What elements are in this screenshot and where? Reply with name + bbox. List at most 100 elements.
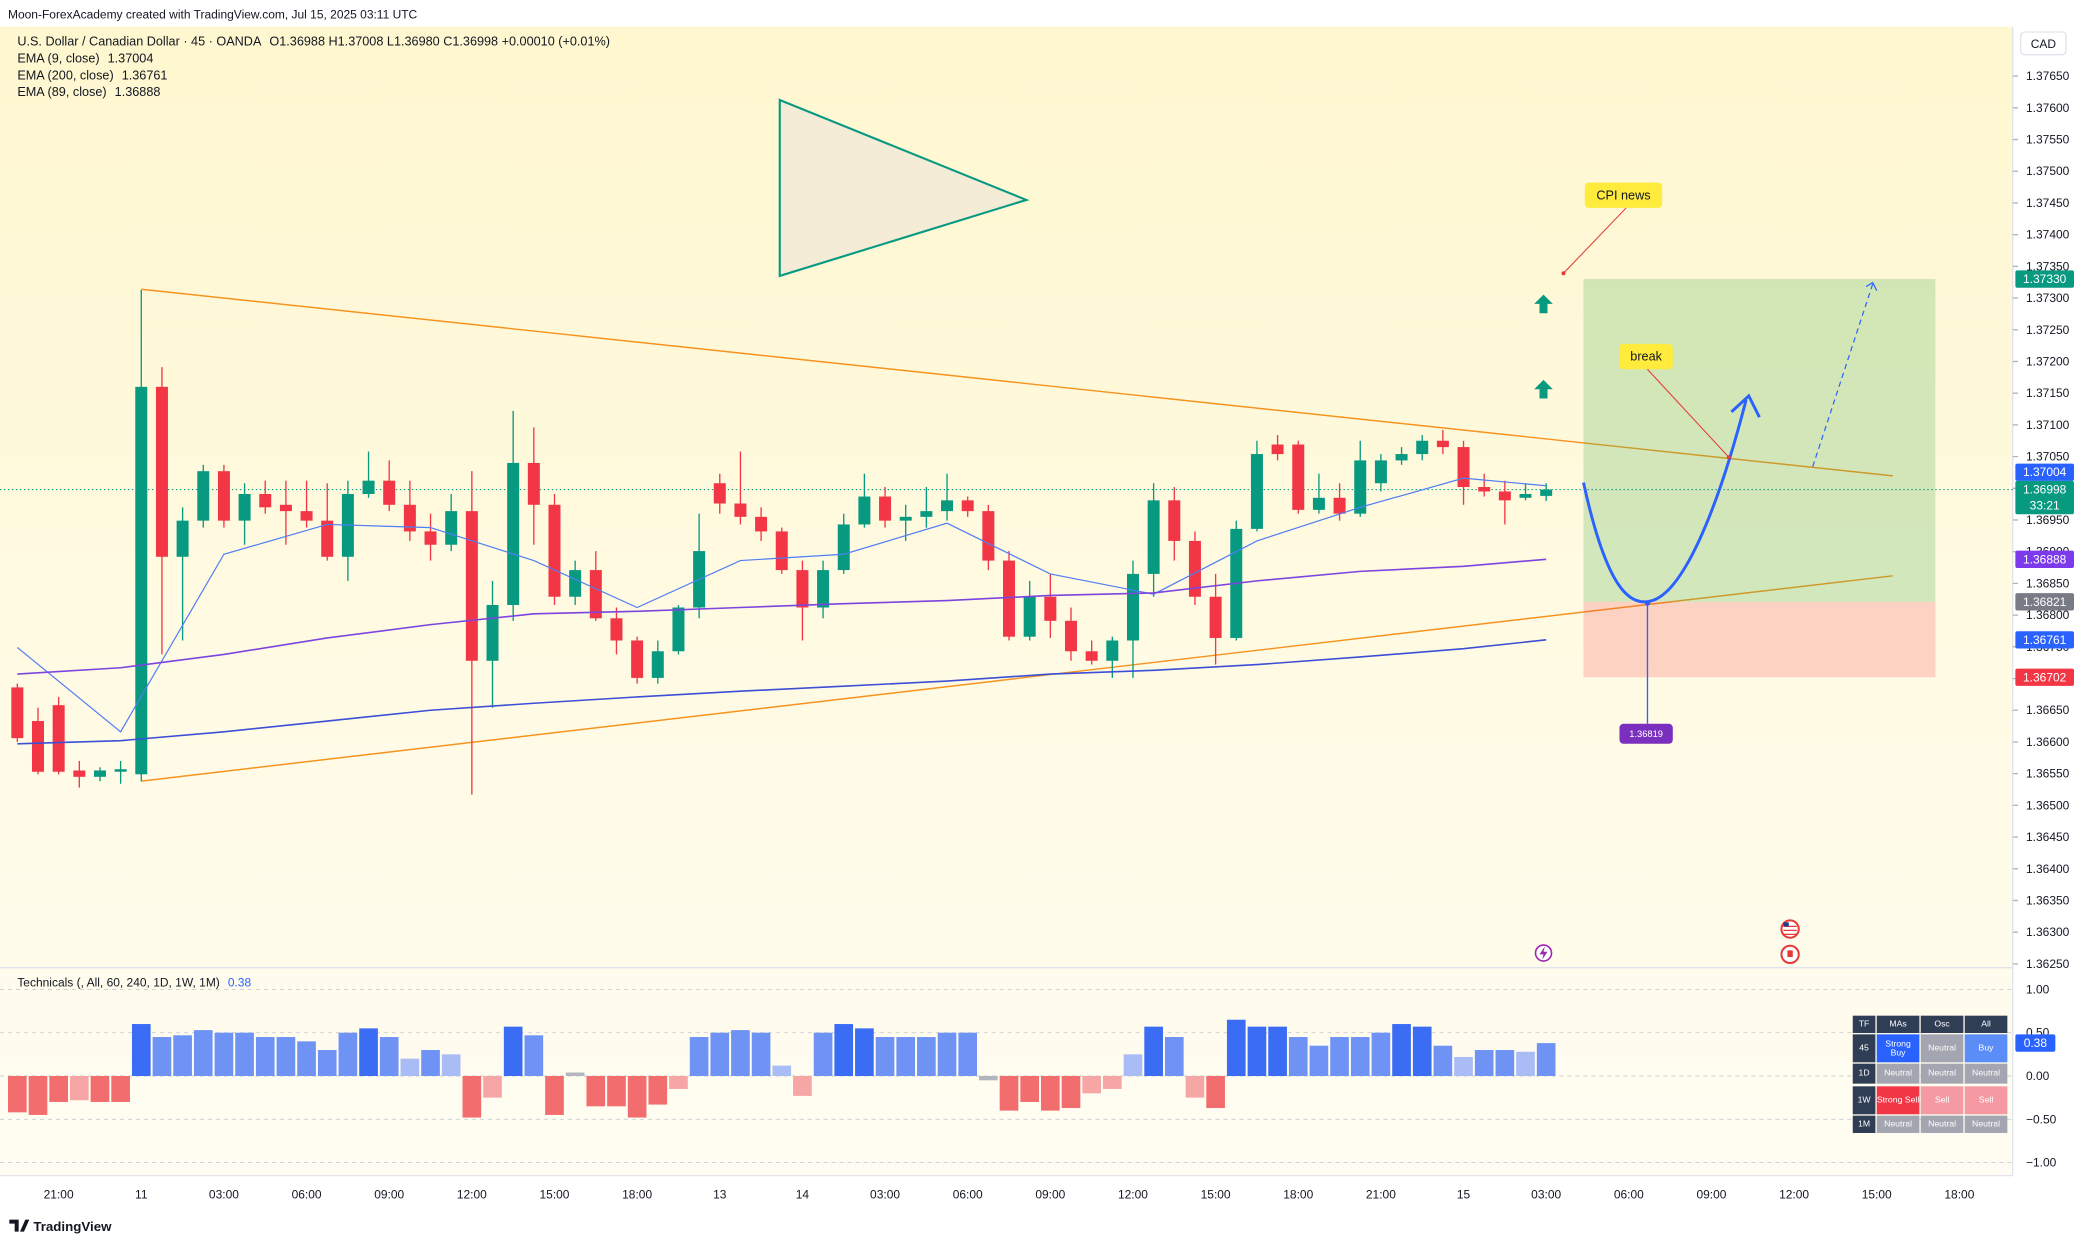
technicals-bar xyxy=(834,1024,854,1076)
y-tick-label: 1.37100 xyxy=(2026,418,2070,432)
x-tick-label: 14 xyxy=(796,1187,810,1201)
technicals-bar xyxy=(152,1037,172,1076)
y-tick-label: 1.00 xyxy=(2026,982,2050,996)
technicals-bar xyxy=(979,1075,998,1081)
technicals-bar xyxy=(1536,1043,1556,1076)
x-tick-label: 15:00 xyxy=(1862,1187,1892,1201)
technicals-bar xyxy=(999,1075,1019,1111)
candle-body xyxy=(1188,540,1201,597)
technicals-bar xyxy=(1206,1075,1225,1109)
annotation-pointer xyxy=(1645,367,1730,458)
candle-body xyxy=(486,604,499,661)
y-tick-label: 1.36350 xyxy=(2026,893,2070,907)
technicals-bar xyxy=(1288,1037,1308,1076)
price-tag xyxy=(2015,463,2075,481)
ema-line xyxy=(17,558,1547,675)
candle-body xyxy=(734,503,747,517)
price-tag-label: 1.36761 xyxy=(2023,633,2067,647)
annotation-box xyxy=(1619,343,1673,370)
candle-body xyxy=(279,504,292,512)
profit-zone xyxy=(1583,279,1936,602)
annotation-tip xyxy=(1561,271,1566,276)
currency: CAD xyxy=(2031,37,2057,51)
x-tick-label: 15:00 xyxy=(1201,1187,1231,1201)
technicals-bar xyxy=(1474,1050,1494,1076)
technicals-bar xyxy=(1102,1075,1122,1089)
x-tick-label: 06:00 xyxy=(292,1187,322,1201)
candle-body xyxy=(300,511,313,521)
table-cell: 1D xyxy=(1852,1063,1876,1084)
dashed-projection xyxy=(1812,283,1874,467)
candle-body xyxy=(589,570,602,619)
x-tick-label: 21:00 xyxy=(44,1187,74,1201)
y-tick-label: 1.37500 xyxy=(2026,164,2070,178)
drawings: 1.36819 CPI news break xyxy=(1534,182,1878,965)
candle-body xyxy=(527,462,540,505)
y-tick-label: 1.36500 xyxy=(2026,798,2070,812)
x-tick-label: 06:00 xyxy=(953,1187,983,1201)
candle-body xyxy=(1209,596,1222,638)
x-tick-label: 12:00 xyxy=(1118,1187,1148,1201)
event-icon-bolt xyxy=(1539,946,1548,960)
technicals-bar xyxy=(297,1041,316,1076)
price-tag xyxy=(2015,668,2075,686)
technicals-bar xyxy=(710,1032,730,1076)
technicals-bar xyxy=(731,1030,750,1076)
candle-body xyxy=(259,494,272,508)
marker-dot xyxy=(1644,600,1651,606)
technicals-bar xyxy=(1123,1054,1143,1076)
candle-body xyxy=(11,687,24,739)
y-tick-label: 1.37150 xyxy=(2026,386,2070,400)
price-tag-label: 1.36821 xyxy=(2023,595,2067,609)
candle-body xyxy=(31,721,44,772)
candle-body xyxy=(1126,573,1139,641)
technicals-bar xyxy=(1020,1075,1040,1102)
technicals-bar xyxy=(276,1037,296,1076)
candle-body xyxy=(879,496,892,521)
candle-body xyxy=(713,483,726,504)
technicals-bar xyxy=(751,1032,771,1076)
technicals-bar xyxy=(1226,1019,1246,1076)
table-cell: Neutral xyxy=(1964,1063,2008,1084)
technicals-bar xyxy=(7,1075,27,1113)
x-tick-label: 09:00 xyxy=(1035,1187,1065,1201)
price-tag-label: 1.37330 xyxy=(2023,272,2067,286)
table-cell: Sell xyxy=(1964,1086,2008,1115)
technicals-bar xyxy=(565,1072,585,1076)
table-cell: Strong Sell xyxy=(1876,1086,1920,1115)
x-tick-label: 13 xyxy=(713,1187,727,1201)
candle-body xyxy=(465,511,478,661)
technicals-bar xyxy=(1330,1037,1349,1076)
candle-body xyxy=(651,651,664,678)
technicals-bar xyxy=(28,1075,48,1115)
indicator-value: 1.36888 xyxy=(115,85,161,99)
candle-body xyxy=(52,705,65,772)
candle-body xyxy=(1271,444,1284,455)
technicals-bar xyxy=(462,1075,482,1118)
y-tick-label: 1.36300 xyxy=(2026,925,2070,939)
technicals-bar xyxy=(813,1032,833,1076)
x-tick-label: 18:00 xyxy=(1944,1187,1974,1201)
candle-body xyxy=(93,770,106,777)
technicals-bar xyxy=(669,1075,688,1089)
technicals-bar xyxy=(1371,1032,1391,1076)
technicals-bar xyxy=(421,1050,440,1076)
x-tick-label: 12:00 xyxy=(1779,1187,1809,1201)
y-tick-label: 1.37400 xyxy=(2026,228,2070,242)
annotation-tip xyxy=(1726,455,1731,460)
price-tag xyxy=(2015,480,2075,515)
footer-logo: TradingView xyxy=(33,1219,112,1234)
technicals-bar xyxy=(1082,1075,1101,1094)
table-cell: Buy xyxy=(1964,1034,2008,1063)
y-tick-label: 1.37550 xyxy=(2026,133,2070,147)
table-cell: 1M xyxy=(1852,1115,1876,1133)
technicals-value: 0.38 xyxy=(228,975,252,989)
candle-body xyxy=(403,504,416,532)
y-tick-label: 1.37250 xyxy=(2026,323,2070,337)
y-tick-label: 1.36400 xyxy=(2026,862,2070,876)
ema-line xyxy=(16,477,1547,733)
candle-body xyxy=(1044,596,1057,621)
y-tick-label: 1.37450 xyxy=(2026,196,2070,210)
